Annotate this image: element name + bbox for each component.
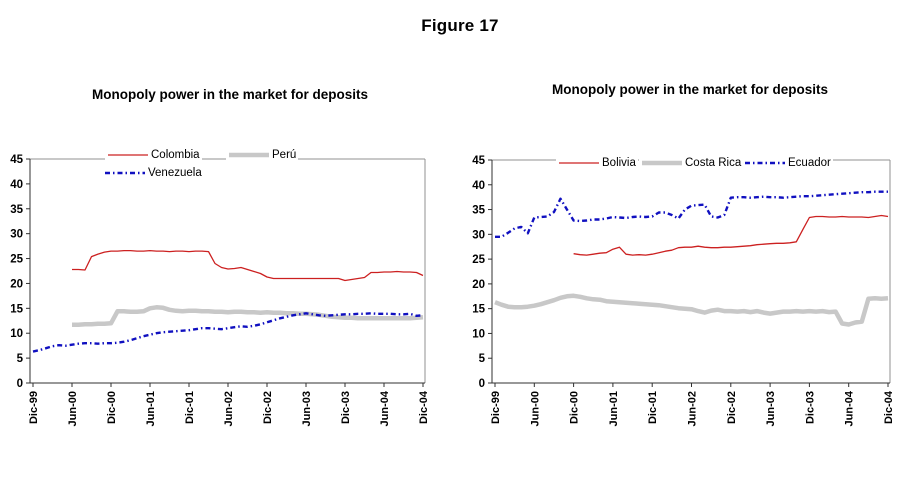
legend-label: Ecuador (788, 156, 831, 169)
y-axis: 0 5 10 15 20 25 30 35 40 45 (10, 154, 30, 390)
deposits-chart-left: 0 5 10 15 20 25 30 35 40 45 Dic-99 Jun-00 Dic-00 Jun-… (10, 154, 430, 426)
x-tick-label: Jun-03 (765, 391, 777, 426)
y-tick-label: 45 (472, 155, 485, 167)
legend-label: Bolivia (602, 156, 636, 169)
chart-title-left: Monopoly power in the market for deposit… (91, 87, 369, 102)
y-tick-label: 15 (10, 303, 23, 315)
figure-title: Figure 17 (421, 16, 499, 35)
y-tick-label: 10 (10, 328, 23, 340)
legend-item-venezuela: Venezuela (102, 165, 204, 180)
y-tick-label: 30 (472, 229, 485, 241)
deposits-chart-right: 0 5 10 15 20 25 30 35 40 45 Dic-99 Jun-00 Dic-00 Jun-… (472, 155, 895, 426)
series-bolivia (573, 214, 889, 256)
y-tick-label: 15 (472, 304, 485, 316)
legend-item-costa-rica: Costa Rica (639, 155, 744, 170)
x-tick-label: Jun-03 (301, 391, 313, 426)
series-colombia (72, 249, 424, 282)
legend-label: Colombia (151, 148, 200, 161)
y-tick-label: 5 (479, 353, 486, 365)
x-tick-label: Jun-02 (687, 391, 699, 426)
legend-swatch-solid-line (559, 161, 599, 164)
x-tick-label: Dic-03 (804, 391, 816, 424)
x-axis: Dic-99 Jun-00 Dic-00 Jun-01 Dic-01 Jun-02 Dic-… (490, 383, 895, 426)
series-ecuador (495, 190, 888, 239)
x-tick-label: Dic-04 (418, 390, 430, 424)
x-tick-label: Dic-01 (184, 391, 196, 424)
x-tick-label: Jun-00 (67, 391, 79, 426)
y-tick-label: 35 (472, 205, 485, 217)
series-venezuela (32, 312, 424, 353)
x-tick-label: Dic-04 (883, 390, 895, 424)
x-tick-label: Dic-02 (262, 391, 274, 424)
legend-label: Venezuela (148, 166, 202, 179)
x-tick-label: Dic-03 (340, 391, 352, 424)
x-tick-label: Jun-02 (223, 391, 235, 426)
y-tick-label: 0 (17, 378, 23, 390)
x-tick-label: Jun-01 (145, 391, 157, 426)
x-tick-label: Dic-99 (490, 391, 502, 424)
y-tick-label: 20 (10, 278, 23, 290)
x-tick-label: Dic-99 (28, 391, 40, 424)
y-tick-label: 40 (472, 180, 485, 192)
legend-swatch-dash-dot-line (745, 161, 785, 164)
x-tick-label: Jun-01 (608, 391, 620, 426)
y-tick-label: 45 (10, 154, 23, 166)
legend-label: Costa Rica (685, 156, 742, 169)
y-tick-label: 0 (479, 378, 485, 390)
plot-frame (29, 158, 426, 384)
series-perú (72, 305, 424, 328)
x-axis: Dic-99 Jun-00 Dic-00 Jun-01 Dic-01 Jun-02 Dic-… (28, 383, 430, 426)
legend-item-bolivia: Bolivia (556, 155, 638, 170)
legend-item-ecuador: Ecuador (742, 155, 833, 170)
legend-item-colombia: Colombia (105, 147, 202, 162)
legend-swatch-dash-dot-line (105, 171, 145, 174)
y-tick-label: 5 (17, 353, 24, 365)
legend-swatch-thick-line (229, 152, 269, 157)
y-axis: 0 5 10 15 20 25 30 35 40 45 (472, 155, 492, 390)
series-costa-rica (494, 293, 889, 327)
y-tick-label: 25 (10, 254, 23, 266)
x-tick-label: Dic-02 (726, 391, 738, 424)
x-tick-label: Jun-04 (844, 390, 856, 426)
legend-swatch-thick-line (642, 160, 682, 165)
x-tick-label: Dic-00 (106, 391, 118, 424)
chart-panel-right: Monopoly power in the market for deposit… (460, 75, 920, 487)
legend-label: Perú (272, 148, 297, 161)
y-tick-label: 30 (10, 229, 23, 241)
x-tick-label: Jun-04 (379, 390, 391, 426)
y-tick-label: 25 (472, 254, 485, 266)
y-tick-label: 35 (10, 204, 23, 216)
y-tick-label: 40 (10, 179, 23, 191)
legend-item-perú: Perú (226, 147, 299, 162)
x-tick-label: Dic-00 (569, 391, 581, 424)
y-tick-label: 20 (472, 279, 485, 291)
x-tick-label: Jun-00 (529, 391, 541, 426)
x-tick-label: Dic-01 (647, 391, 659, 424)
chart-title-right: Monopoly power in the market for deposit… (551, 82, 829, 97)
y-tick-label: 10 (472, 328, 485, 340)
legend-swatch-solid-line (108, 153, 148, 156)
chart-panel-left: Monopoly power in the market for deposit… (0, 75, 460, 487)
